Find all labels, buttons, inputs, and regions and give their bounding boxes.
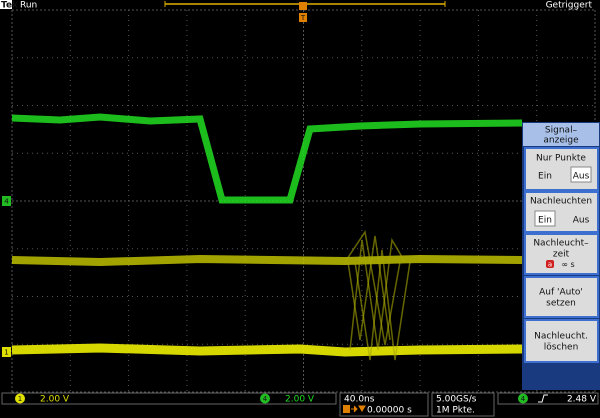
button-label[interactable]: setzen: [546, 299, 576, 309]
option[interactable]: Aus: [573, 172, 590, 182]
ch1-marker: [2, 347, 11, 357]
menu-button[interactable]: Auf 'Auto' setzen: [524, 276, 599, 318]
button-label[interactable]: Nachleucht–: [533, 239, 589, 249]
glitch-traces: [344, 230, 411, 361]
button-label[interactable]: zeit: [553, 250, 570, 260]
menu-title: Signal–: [545, 126, 578, 136]
ch4-badge-bg: [260, 393, 270, 404]
ch1-scale: 2.00 V: [40, 395, 70, 405]
trigger-marker: T: [300, 14, 306, 22]
glitch: [354, 249, 411, 361]
menu-button[interactable]: Nachleuchten Ein Aus: [524, 191, 599, 233]
frame: [339, 392, 429, 417]
menu-title: anzeige: [543, 136, 579, 146]
selected-option: [534, 210, 556, 227]
trigger-pos-icon: [343, 405, 350, 413]
ch1-marker-label: 1: [4, 349, 8, 357]
badge-bg: [546, 260, 554, 268]
ch4-marker-label: 4: [4, 198, 9, 206]
menu-button[interactable]: Nachleucht– zeit a ∞ s: [524, 233, 599, 275]
menu-button[interactable]: Nur Punkte Ein Aus: [524, 147, 599, 191]
button-bg[interactable]: [524, 276, 599, 318]
brand-box: [0, 0, 12, 9]
menu-button[interactable]: Nachleucht. löschen: [524, 319, 599, 363]
brand: Tek: [1, 1, 19, 11]
timebase-scale: 40.0ns: [344, 395, 375, 405]
button-label[interactable]: Auf 'Auto': [539, 288, 583, 298]
persist-time[interactable]: ∞ s: [561, 260, 574, 269]
button-label[interactable]: löschen: [544, 343, 579, 353]
frame: [1, 392, 337, 405]
button-label[interactable]: Nur Punkte: [536, 154, 586, 164]
button-label[interactable]: Nachleucht.: [534, 332, 588, 342]
delay-icon: [351, 405, 366, 413]
option[interactable]: Ein: [538, 216, 552, 226]
ch4-badge: 4: [263, 395, 268, 403]
frame: [431, 392, 495, 417]
frame: [497, 392, 599, 405]
slope-icon: [538, 394, 548, 403]
ch1-badge-bg: [15, 393, 25, 404]
timebase-position: 0.00000 s: [367, 406, 412, 416]
button-label[interactable]: Nachleuchten: [530, 197, 592, 207]
trigger-source-bg: [518, 393, 528, 404]
ch1-trace-upper: [11, 254, 523, 267]
option[interactable]: Ein: [538, 172, 552, 182]
ch4-trace: [11, 113, 523, 204]
badge: a: [548, 261, 552, 269]
button-bg[interactable]: [524, 319, 599, 363]
record-length: 1M Pkte.: [436, 406, 475, 416]
ch4-marker: [2, 196, 11, 206]
run-state: Run: [20, 1, 37, 11]
selected-option: [570, 166, 592, 183]
menu-title-box: [523, 123, 599, 146]
trigger-pos-marker: [299, 2, 307, 10]
ch1-badge: 1: [18, 395, 22, 403]
trigger-marker-box: [299, 13, 307, 22]
trigger-status: Getriggert: [546, 1, 593, 11]
status-frames: [1, 392, 599, 417]
option[interactable]: Aus: [573, 216, 590, 226]
ch4-scale: 2.00 V: [285, 395, 315, 405]
button-bg[interactable]: [524, 233, 599, 275]
glitch: [344, 230, 401, 346]
trigger-source: 4: [521, 395, 526, 403]
ch1-trace-lower: [11, 343, 523, 357]
sample-rate: 5.00GS/s: [436, 395, 477, 405]
trigger-level: 2.48 V: [567, 395, 597, 405]
glitch: [347, 235, 391, 341]
